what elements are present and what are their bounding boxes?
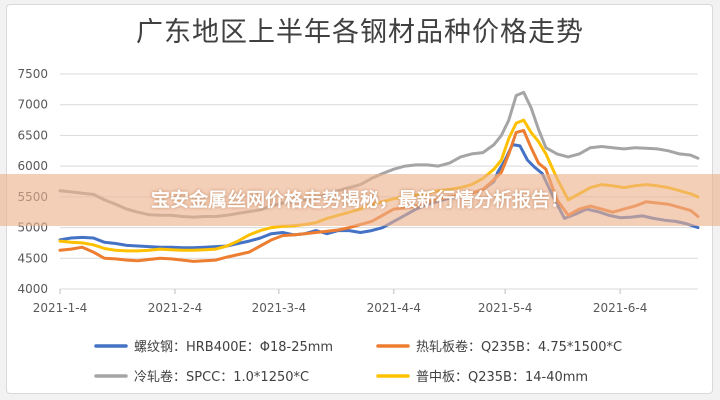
x-tick-label: 2021-2-4	[148, 301, 202, 315]
x-tick-label: 2021-1-4	[33, 301, 87, 315]
x-tick-label: 2021-6-4	[593, 301, 647, 315]
headline-banner	[0, 174, 720, 226]
legend-label: 普中板：Q235B：14-40mm	[416, 370, 588, 385]
legend-label: 螺纹钢：HRB400E：Φ18-25mm	[134, 340, 333, 355]
chart-title: 广东地区上半年各钢材品种价格走势	[136, 17, 584, 48]
x-axis: 2021-1-4 2021-2-4 2021-3-4 2021-4-4 2021-5-4…	[33, 289, 647, 315]
y-tick-label: 6000	[17, 159, 48, 173]
legend-label: 热轧板卷：Q235B：4.75*1500*C	[416, 339, 622, 355]
x-tick-label: 2021-5-4	[478, 301, 532, 315]
y-tick-label: 4000	[17, 282, 48, 296]
x-tick-label: 2021-3-4	[252, 301, 306, 315]
y-tick-label: 6500	[17, 128, 48, 142]
y-tick-label: 7000	[17, 98, 48, 112]
headline-text: 宝安金属丝网价格走势揭秘，最新行情分析报告！	[150, 189, 569, 211]
legend-label: 冷轧卷：SPCC：1.0*1250*C	[134, 369, 309, 385]
x-tick-label: 2021-4-4	[367, 301, 421, 315]
legend: 螺纹钢：HRB400E：Φ18-25mm 热轧板卷：Q235B：4.75*1500…	[94, 339, 622, 385]
y-tick-label: 4500	[17, 251, 48, 265]
y-tick-label: 7500	[17, 67, 48, 81]
